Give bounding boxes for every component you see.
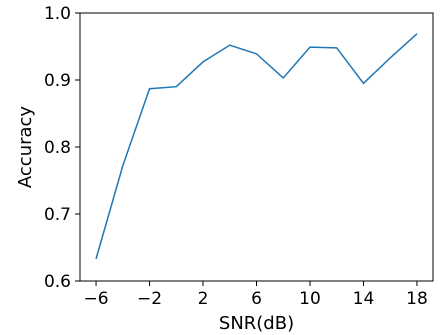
x-tick-label: 10: [299, 289, 321, 309]
x-tick-label: −2: [137, 289, 162, 309]
series-layer: [95, 33, 418, 260]
y-axis-label: Accuracy: [15, 106, 36, 189]
x-tick-label: 14: [353, 289, 375, 309]
plot-frame: [79, 12, 434, 282]
y-tick-label: 0.9: [44, 71, 71, 91]
x-tick-label: −6: [84, 289, 109, 309]
y-tick-label: 0.6: [44, 272, 71, 292]
x-tick-label: 18: [406, 289, 428, 309]
series-line-0: [95, 33, 418, 260]
x-tick-label: 6: [251, 289, 262, 309]
y-tick-label: 0.8: [44, 138, 71, 158]
y-axis: 0.6 0.7 0.8 0.9 1.0: [44, 4, 80, 292]
y-tick-label: 0.7: [44, 205, 71, 225]
y-tick-label: 1.0: [44, 4, 71, 24]
x-axis-label: SNR(dB): [219, 313, 294, 334]
x-axis: −6 −2 2 6 10 14 18: [84, 281, 428, 309]
x-tick-label: 2: [198, 289, 209, 309]
